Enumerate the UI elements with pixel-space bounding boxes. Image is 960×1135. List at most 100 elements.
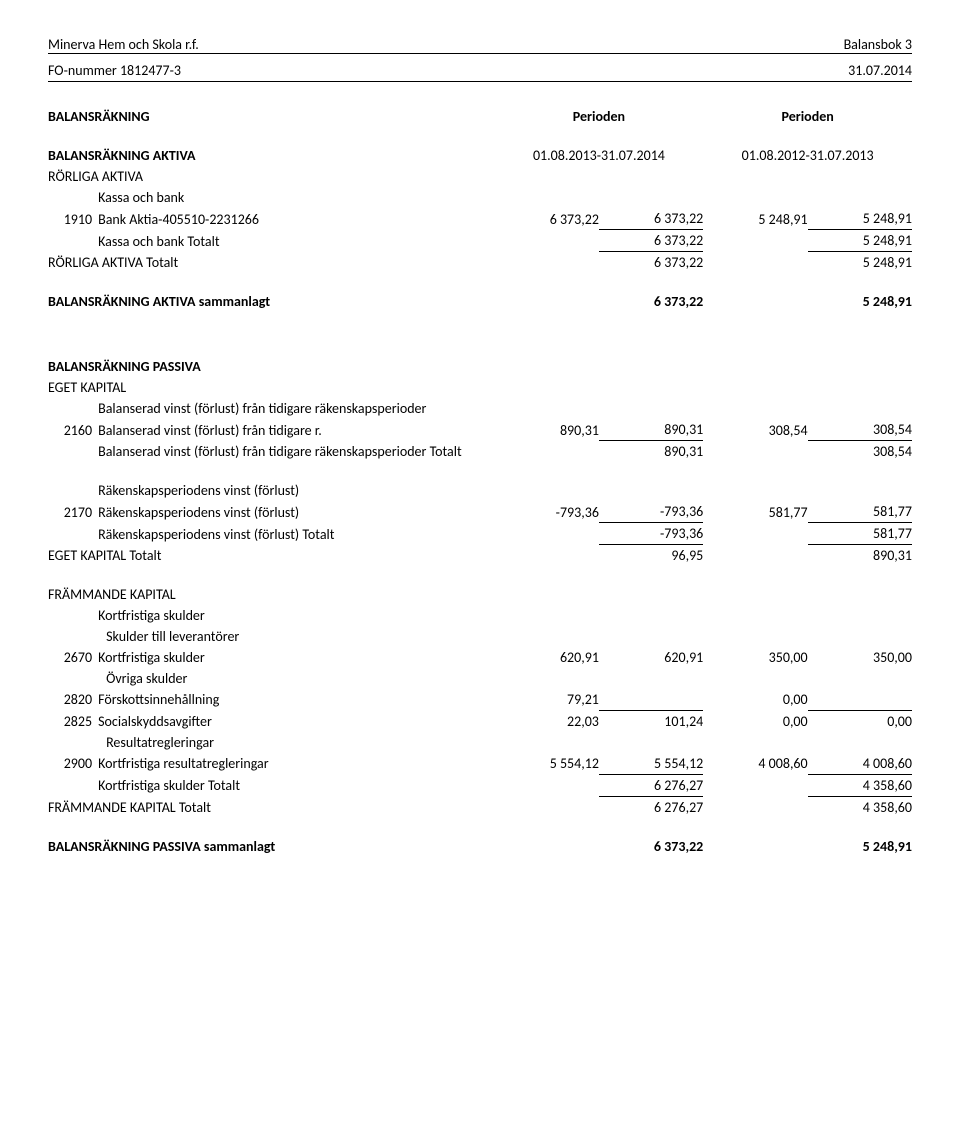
rorliga-tot-d: 5 248,91 [808,252,912,274]
section-balansrakning: BALANSRÄKNING [48,106,495,127]
code-2825: 2825 [48,710,98,732]
val-1910-c: 5 248,91 [703,208,807,230]
code-2900: 2900 [48,753,98,775]
header-rule-1 [48,53,912,54]
period-label-current: Perioden [495,106,704,127]
resultatregleringar-label: Resultatregleringar [98,732,912,753]
eget-kapital-totalt-row: EGET KAPITAL Totalt 96,95 890,31 [48,545,912,567]
val-2160-a: 890,31 [495,419,599,441]
period-previous: 01.08.2012-31.07.2013 [703,145,912,166]
balv-tot-d: 308,54 [808,441,912,463]
label-2900: Kortfristiga resultatregleringar [98,753,495,775]
period-label-previous: Perioden [703,106,912,127]
org-name: Minerva Hem och Skola r.f. [48,36,199,53]
kortfristiga-totalt-row: Kortfristiga skulder Totalt 6 276,27 4 3… [48,774,912,796]
eget-tot-b: 96,95 [599,545,703,567]
kortfristiga-label: Kortfristiga skulder [98,605,912,626]
doc-header-row-2: FO-nummer 1812477-3 31.07.2014 [48,62,912,79]
eget-kapital-totalt-label: EGET KAPITAL Totalt [48,545,495,567]
passiva-sammanlagt-row: BALANSRÄKNING PASSIVA sammanlagt 6 373,2… [48,836,912,857]
val-2160-d: 308,54 [808,419,912,441]
rorliga-aktiva-totalt-row: RÖRLIGA AKTIVA Totalt 6 373,22 5 248,91 [48,252,912,274]
passiva-title-row: BALANSRÄKNING PASSIVA [48,356,912,377]
rak-vinst-rubr-row: Räkenskapsperiodens vinst (förlust) [48,480,912,501]
rakv-tot-d: 581,77 [808,523,912,545]
ovriga-skulder-label: Övriga skulder [98,668,912,689]
period-header-row: BALANSRÄKNING Perioden Perioden [48,106,912,127]
kassa-bank-totalt-row: Kassa och bank Totalt 6 373,22 5 248,91 [48,230,912,252]
code-2170: 2170 [48,501,98,523]
val-2170-c: 581,77 [703,501,807,523]
rorliga-aktiva-label: RÖRLIGA AKTIVA [48,166,912,187]
ovriga-skulder-row: Övriga skulder [48,668,912,689]
kassa-bank-row: Kassa och bank [48,187,912,208]
val-2825-d: 0,00 [808,710,912,732]
val-2670-b: 620,91 [599,647,703,668]
row-2900: 2900 Kortfristiga resultatregleringar 5 … [48,753,912,775]
code-1910: 1910 [48,208,98,230]
val-2170-b: -793,36 [599,501,703,523]
fram-tot-d: 4 358,60 [808,796,912,818]
label-2820: Förskottsinnehållning [98,689,495,710]
kassa-tot-b: 6 373,22 [599,230,703,252]
rak-vinst-totalt-label: Räkenskapsperiodens vinst (förlust) Tota… [98,523,495,545]
val-2160-c: 308,54 [703,419,807,441]
kort-tot-b: 6 276,27 [599,774,703,796]
frammande-totalt-row: FRÄMMANDE KAPITAL Totalt 6 276,27 4 358,… [48,796,912,818]
aktiva-sammanlagt-row: BALANSRÄKNING AKTIVA sammanlagt 6 373,22… [48,291,912,312]
frammande-row: FRÄMMANDE KAPITAL [48,584,912,605]
resultatregleringar-row: Resultatregleringar [48,732,912,753]
passiva-sum-d: 5 248,91 [808,836,912,857]
eget-kapital-label: EGET KAPITAL [48,377,912,398]
val-2670-a: 620,91 [495,647,599,668]
fram-tot-b: 6 276,27 [599,796,703,818]
code-2820: 2820 [48,689,98,710]
bal-vinst-totalt-row: Balanserad vinst (förlust) från tidigare… [48,441,912,463]
row-1910: 1910 Bank Aktia-405510-2231266 6 373,22 … [48,208,912,230]
val-2825-b: 101,24 [599,710,703,732]
skulder-till-lev-label: Skulder till leverantörer [98,626,912,647]
val-1910-a: 6 373,22 [495,208,599,230]
eget-tot-d: 890,31 [808,545,912,567]
val-2900-d: 4 008,60 [808,753,912,775]
book-name: Balansbok 3 [844,36,912,53]
balance-table: BALANSRÄKNING Perioden Perioden BALANSRÄ… [48,106,912,857]
label-2160: Balanserad vinst (förlust) från tidigare… [98,419,495,441]
eget-kapital-row: EGET KAPITAL [48,377,912,398]
bal-vinst-rubr: Balanserad vinst (förlust) från tidigare… [98,398,912,419]
fo-number: FO-nummer 1812477-3 [48,62,181,79]
bal-vinst-totalt-label: Balanserad vinst (förlust) från tidigare… [98,441,495,463]
aktiva-sum-d: 5 248,91 [808,291,912,312]
row-2170: 2170 Räkenskapsperiodens vinst (förlust)… [48,501,912,523]
val-2825-a: 22,03 [495,710,599,732]
code-2670: 2670 [48,647,98,668]
label-2670: Kortfristiga skulder [98,647,495,668]
code-2160: 2160 [48,419,98,441]
aktiva-title-row: BALANSRÄKNING AKTIVA 01.08.2013-31.07.20… [48,145,912,166]
rorliga-aktiva-totalt-label: RÖRLIGA AKTIVA Totalt [48,252,495,274]
val-2820-c: 0,00 [703,689,807,710]
row-2825: 2825 Socialskyddsavgifter 22,03 101,24 0… [48,710,912,732]
kassa-bank-totalt-label: Kassa och bank Totalt [98,230,495,252]
rorliga-aktiva-row: RÖRLIGA AKTIVA [48,166,912,187]
bal-vinst-rubr-row: Balanserad vinst (förlust) från tidigare… [48,398,912,419]
aktiva-title: BALANSRÄKNING AKTIVA [48,145,495,166]
val-2825-c: 0,00 [703,710,807,732]
aktiva-sammanlagt-label: BALANSRÄKNING AKTIVA sammanlagt [48,291,495,312]
val-2820-a: 79,21 [495,689,599,710]
kassa-bank-label: Kassa och bank [98,187,495,208]
balv-tot-b: 890,31 [599,441,703,463]
label-2170: Räkenskapsperiodens vinst (förlust) [98,501,495,523]
doc-date: 31.07.2014 [848,62,912,79]
val-2900-a: 5 554,12 [495,753,599,775]
frammande-totalt-label: FRÄMMANDE KAPITAL Totalt [48,796,495,818]
skulder-till-lev-row: Skulder till leverantörer [48,626,912,647]
passiva-title: BALANSRÄKNING PASSIVA [48,356,912,377]
rak-vinst-totalt-row: Räkenskapsperiodens vinst (förlust) Tota… [48,523,912,545]
kassa-tot-d: 5 248,91 [808,230,912,252]
passiva-sum-b: 6 373,22 [599,836,703,857]
val-2900-c: 4 008,60 [703,753,807,775]
rak-vinst-rubr: Räkenskapsperiodens vinst (förlust) [98,480,912,501]
val-2170-a: -793,36 [495,501,599,523]
doc-header-row-1: Minerva Hem och Skola r.f. Balansbok 3 [48,36,912,53]
